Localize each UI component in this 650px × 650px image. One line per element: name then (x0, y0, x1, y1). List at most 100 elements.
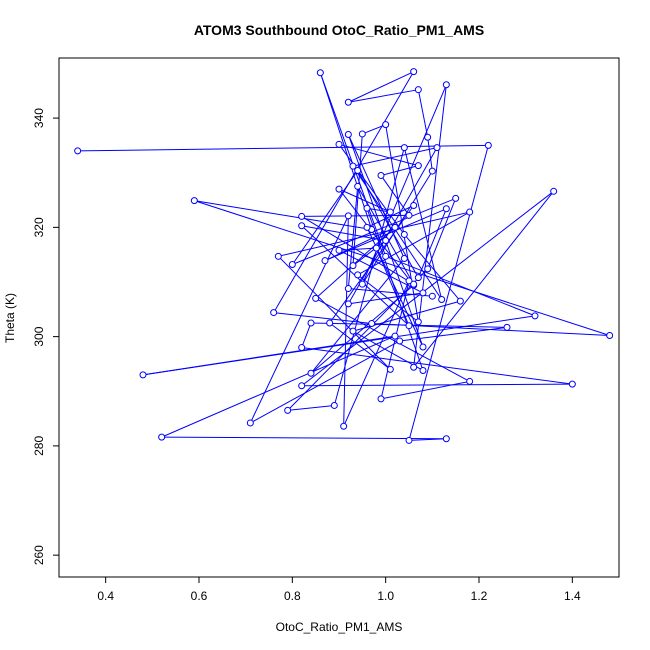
series-segment (362, 124, 386, 135)
series-segment (301, 347, 573, 385)
series-segment (417, 208, 447, 278)
data-point (190, 197, 198, 205)
data-point (386, 208, 394, 216)
data-point (274, 252, 282, 260)
data-point (344, 130, 352, 138)
data-point (428, 292, 436, 300)
series-segment (291, 170, 359, 265)
data-point (358, 130, 366, 138)
series-segment (273, 71, 415, 313)
data-point (410, 363, 418, 371)
data-point (414, 274, 422, 282)
data-point (414, 86, 422, 94)
plot-frame (58, 57, 620, 578)
series-segment (352, 147, 438, 167)
data-point (312, 294, 320, 302)
series-segment (366, 205, 414, 228)
data-point (442, 205, 450, 213)
data-point (466, 208, 474, 216)
data-point (246, 419, 254, 427)
data-point (330, 401, 338, 409)
data-point (442, 435, 450, 443)
data-point (349, 327, 357, 335)
series-segment (338, 188, 415, 286)
series-segment (301, 383, 573, 387)
data-point (344, 98, 352, 106)
series-segment (348, 71, 414, 103)
x-axis-title: OtoC_Ratio_PM1_AMS (276, 620, 403, 634)
data-point (363, 204, 371, 212)
series-segment (343, 280, 410, 427)
data-point (326, 319, 334, 327)
data-point (298, 344, 306, 352)
data-point (405, 211, 413, 219)
data-point (335, 140, 343, 148)
data-point (307, 319, 315, 327)
data-point (288, 261, 296, 269)
y-tick-label: 280 (32, 436, 46, 456)
series-segment (352, 240, 386, 266)
series-segment (348, 288, 433, 297)
series-segment (338, 143, 419, 167)
series-segment (194, 200, 372, 231)
series-segment (357, 186, 415, 285)
series-segment (366, 208, 424, 371)
data-point (568, 380, 576, 388)
data-point (158, 433, 166, 441)
y-tick-label: 320 (32, 217, 46, 237)
data-point (349, 262, 357, 270)
data-point (316, 69, 324, 77)
data-point (139, 371, 147, 379)
data-point (414, 318, 422, 326)
series-segment (380, 165, 419, 176)
series-segment (277, 255, 391, 370)
series-segment (250, 340, 400, 424)
data-point (442, 81, 450, 89)
data-point (410, 202, 418, 210)
series-segment (385, 255, 536, 317)
data-point (382, 236, 390, 244)
data-point (466, 377, 474, 385)
series-segment (403, 234, 461, 302)
series-segment (385, 124, 419, 322)
data-point (74, 147, 82, 155)
x-axis: 0.4 0.6 0.8 1.0 1.2 1.4 (97, 577, 581, 603)
series-segment (427, 137, 433, 172)
data-point (386, 365, 394, 373)
series-segment (352, 133, 363, 266)
series-segment (161, 335, 396, 438)
series-segment (319, 72, 373, 230)
data-point (344, 300, 352, 308)
series-segment (333, 147, 405, 406)
data-point (358, 280, 366, 288)
data-point (377, 171, 385, 179)
data-point (606, 332, 614, 340)
data-point (344, 212, 352, 220)
x-tick-label: 1.2 (471, 589, 488, 603)
series-segment (347, 186, 359, 289)
series-segment (329, 205, 415, 324)
series-segment (417, 89, 429, 138)
data-point (354, 271, 362, 279)
data-point (368, 320, 376, 328)
series-segment (315, 226, 396, 299)
series-segment (380, 380, 470, 400)
series-segment (142, 315, 536, 376)
data-point (400, 144, 408, 152)
x-tick-label: 0.6 (191, 589, 208, 603)
data-point (382, 252, 390, 260)
x-tick-label: 0.8 (284, 589, 301, 603)
y-axis-title: Theta (K) (3, 293, 17, 343)
series-segment (194, 200, 610, 337)
data-point (550, 187, 558, 195)
data-point (349, 162, 357, 170)
data-point (298, 382, 306, 390)
series-segment (249, 215, 349, 424)
series-segment (357, 274, 419, 323)
series-segment (338, 188, 391, 213)
data-point (335, 246, 343, 254)
data-point (372, 244, 380, 252)
series-segment (399, 326, 508, 342)
series-segment (301, 190, 554, 387)
data-point (419, 366, 427, 374)
